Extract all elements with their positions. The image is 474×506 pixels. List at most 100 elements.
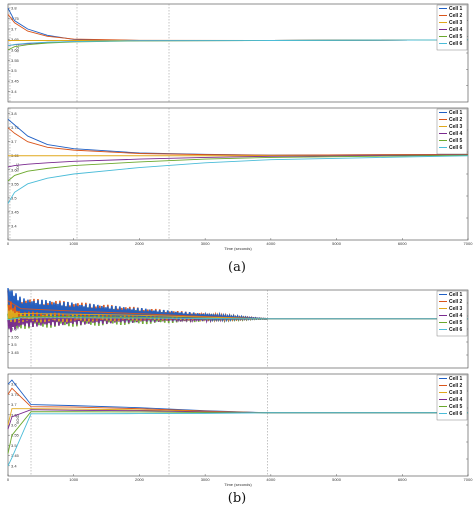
x-tick-label: 6000 (398, 241, 408, 246)
y-tick-label: 3.45 (11, 209, 20, 214)
y-tick-label: 3.8 (11, 111, 17, 116)
y-tick-label: 3.45 (11, 453, 20, 458)
legend-label: Cell 1 (449, 376, 463, 382)
y-tick-label: 3.6 (11, 167, 17, 172)
legend-label: Cell 6 (449, 411, 463, 417)
series-line-5 (7, 154, 469, 182)
series-line-6 (7, 39, 469, 47)
y-tick-label: 3.5 (11, 342, 17, 347)
legend-label: Cell 3 (449, 20, 463, 26)
y-tick-label: 3.5 (11, 68, 17, 73)
series-line-4 (7, 154, 469, 168)
legend-box (436, 290, 468, 337)
y-tick-label: 3.4 (11, 223, 17, 228)
y-tick-label: 3.45 (11, 79, 20, 84)
legend-box (436, 4, 468, 51)
legend-label: Cell 2 (449, 117, 463, 123)
legend-label: Cell 2 (449, 299, 463, 305)
legend-label: Cell 2 (449, 383, 463, 389)
legend-label: Cell 3 (449, 124, 463, 130)
chart-panel-a-top: 3.8 3.75 3.7 3.65 3.6 3.55 3.5 3.45 3.4 SOC Cell 1… (7, 3, 469, 103)
x-tick-label: 2000 (135, 477, 145, 482)
x-axis-label: Time (seconds) (224, 482, 252, 487)
y-tick-label: 3.5 (11, 195, 17, 200)
x-axis-label: Time (seconds) (224, 246, 252, 251)
y-tick-label: 3.75 (11, 392, 20, 397)
y-tick-label: 3.8 (11, 6, 17, 11)
chart-panel-b-bottom: 3.8 3.75 3.7 3.65 3.6 3.55 3.5 3.45 3.4 SOC 0 1000 2… (7, 373, 474, 487)
x-tick-label: 1000 (69, 241, 79, 246)
x-tick-label: 2000 (135, 241, 145, 246)
legend-label: Cell 5 (449, 138, 463, 144)
legend-label: Cell 3 (449, 390, 463, 396)
y-tick-label: 3.4 (11, 89, 17, 94)
y-tick-label: 3.55 (11, 58, 20, 63)
legend-box (436, 108, 468, 155)
x-tick-label: 5000 (332, 241, 342, 246)
legend-label: Cell 1 (449, 110, 463, 116)
series-line-6 (7, 155, 469, 204)
plot-frame (7, 3, 469, 103)
y-axis-label: SOC (15, 163, 20, 172)
legend-box (436, 374, 468, 421)
y-tick-label: 3.7 (11, 139, 17, 144)
x-tick-label: 3000 (201, 477, 211, 482)
x-tick-label: 1000 (69, 477, 79, 482)
legend-label: Cell 4 (449, 27, 463, 33)
y-tick-label: 3.75 (11, 16, 20, 21)
y-tick-label: 3.7 (11, 402, 17, 407)
legend-label: Cell 6 (449, 145, 463, 151)
y-tick-label: 3.65 (11, 412, 20, 417)
caption-b: (b) (228, 491, 246, 506)
legend-label: Cell 5 (449, 320, 463, 326)
x-tick-label: 4000 (266, 241, 276, 246)
caption-a: (a) (228, 260, 246, 275)
legend-label: Cell 4 (449, 313, 463, 319)
legend-label: Cell 4 (449, 397, 463, 403)
y-tick-label: 3.6 (11, 47, 17, 52)
x-tick-label: 4000 (266, 477, 276, 482)
legend-label: Cell 5 (449, 404, 463, 410)
y-axis-label: SOC (15, 415, 20, 424)
legend-label: Cell 2 (449, 13, 463, 19)
y-tick-label: 3.75 (11, 125, 20, 130)
legend-label: Cell 3 (449, 306, 463, 312)
x-tick-label: 3000 (201, 241, 211, 246)
y-tick-label: 3.45 (11, 350, 20, 355)
y-tick-label: 3.6 (11, 423, 17, 428)
y-tick-label: 3.55 (11, 181, 20, 186)
x-tick-label: 7000 (464, 477, 474, 482)
y-tick-label: 3.8 (11, 382, 17, 387)
series-line-6 (7, 412, 468, 466)
legend-label: Cell 6 (449, 41, 463, 47)
x-tick-label: 5000 (332, 477, 342, 482)
y-tick-label: 3.55 (11, 433, 20, 438)
plot-frame (7, 289, 469, 369)
x-tick-label: 6000 (398, 477, 408, 482)
legend-label: Cell 5 (449, 34, 463, 40)
series-line-3 (8, 154, 469, 157)
y-axis-label: SOC (15, 44, 20, 53)
plot-frame (7, 107, 469, 241)
series-line-6 (7, 317, 468, 321)
x-tick-label: 7000 (464, 241, 474, 246)
series-line-2 (7, 127, 469, 156)
figure-panels: 3.8 3.75 3.7 3.65 3.6 3.55 3.5 3.45 3.4 SOC Cell 1… (7, 3, 474, 487)
legend-label: Cell 4 (449, 131, 463, 137)
y-tick-label: 3.7 (11, 27, 17, 32)
x-tick-label: 0 (7, 477, 10, 482)
legend-label: Cell 1 (449, 292, 463, 298)
x-tick-label: 0 (7, 241, 10, 246)
plot-frame (7, 373, 469, 477)
legend-label: Cell 6 (449, 327, 463, 333)
y-tick-label: 3.55 (11, 334, 20, 339)
legend-label: Cell 1 (449, 6, 463, 12)
y-tick-label: 3.4 (11, 463, 17, 468)
